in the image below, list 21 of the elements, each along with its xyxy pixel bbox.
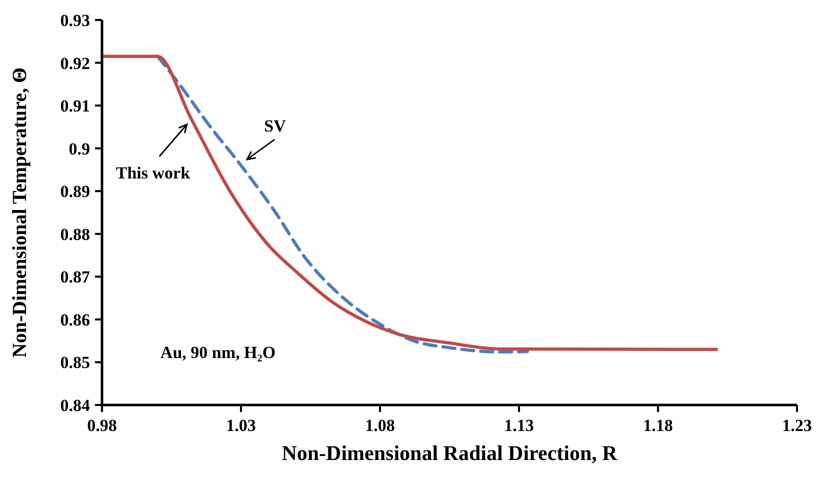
y-tick-label: 0.87	[60, 268, 90, 287]
x-tick-label: 0.98	[87, 416, 117, 435]
y-tick-label: 0.93	[60, 11, 90, 30]
y-tick-label: 0.85	[60, 353, 90, 372]
y-tick-label: 0.92	[60, 54, 90, 73]
y-tick-label: 0.9	[68, 139, 90, 158]
x-tick-label: 1.18	[643, 416, 673, 435]
x-tick-label: 1.13	[504, 416, 534, 435]
x-tick-label: 1.03	[226, 416, 256, 435]
annotation: Au, 90 nm, H₂O	[160, 343, 276, 362]
y-tick-label: 0.88	[60, 224, 90, 244]
y-tick-label: 0.91	[60, 96, 90, 116]
x-tick-label: 1.08	[365, 416, 395, 435]
text: SV	[264, 116, 287, 136]
y-tick-label: 0.86	[60, 310, 90, 330]
x-tick-label: 1.23	[782, 416, 812, 435]
x-axis-title: Non-Dimensional Radial Direction, R	[282, 441, 618, 465]
y-axis-title: Non-Dimensional Temperature, Θ	[9, 67, 31, 358]
y-tick-label: 0.89	[60, 182, 90, 202]
series-label: This work	[116, 163, 191, 182]
y-tick-label: 0.84	[60, 396, 90, 415]
